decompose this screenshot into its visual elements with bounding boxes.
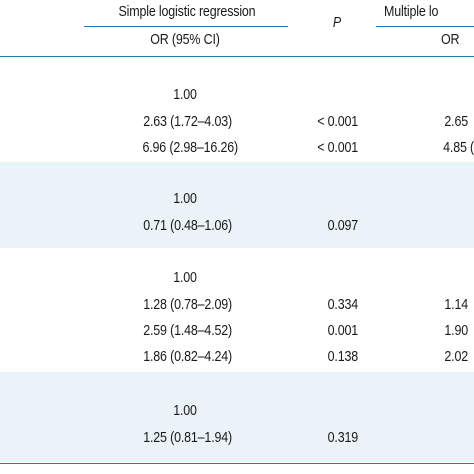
or-cell: 1.00	[173, 191, 197, 207]
table-bottom-rule	[0, 463, 474, 464]
p-value-cell: < 0.001	[317, 114, 358, 130]
multiple-or-cell: 1.90	[444, 323, 468, 339]
or-cell: 1.00	[173, 270, 197, 286]
p-value-cell: 0.138	[327, 349, 359, 365]
or-cell: 1.25 (0.81–1.94)	[143, 430, 232, 446]
multiple-header-rule	[376, 26, 474, 27]
simple-or-ci-header: OR (95% CI)	[150, 32, 220, 48]
multiple-or-header: OR	[441, 32, 460, 48]
or-cell: 1.86 (0.82–4.24)	[143, 349, 232, 365]
multiple-or-cell: 2.65	[444, 114, 468, 130]
or-cell: 1.00	[173, 87, 197, 103]
multiple-or-cell: 1.14	[444, 297, 468, 313]
or-cell: 2.59 (1.48–4.52)	[143, 323, 232, 339]
or-cell: 1.00	[173, 403, 197, 419]
p-value-cell: 0.097	[327, 218, 359, 234]
multiple-or-cell: 2.02	[444, 349, 468, 365]
simple-regression-header: Simple logistic regression	[118, 4, 256, 20]
or-cell: 6.96 (2.98–16.26)	[142, 140, 238, 156]
row-band-2	[0, 372, 474, 462]
p-value-header: P	[332, 15, 342, 31]
header-bottom-rule	[0, 56, 474, 57]
multiple-regression-header: Multiple lo	[384, 4, 439, 20]
p-value-cell: 0.334	[327, 297, 359, 313]
p-value-cell: 0.319	[327, 430, 359, 446]
or-cell: 2.63 (1.72–4.03)	[143, 114, 232, 130]
or-cell: 0.71 (0.48–1.06)	[143, 218, 232, 234]
p-value-cell: < 0.001	[317, 140, 358, 156]
or-cell: 1.28 (0.78–2.09)	[143, 297, 232, 313]
p-value-cell: 0.001	[327, 323, 359, 339]
multiple-or-cell: 4.85 (	[443, 140, 474, 156]
row-band-1	[0, 162, 474, 248]
simple-header-rule	[84, 26, 288, 27]
